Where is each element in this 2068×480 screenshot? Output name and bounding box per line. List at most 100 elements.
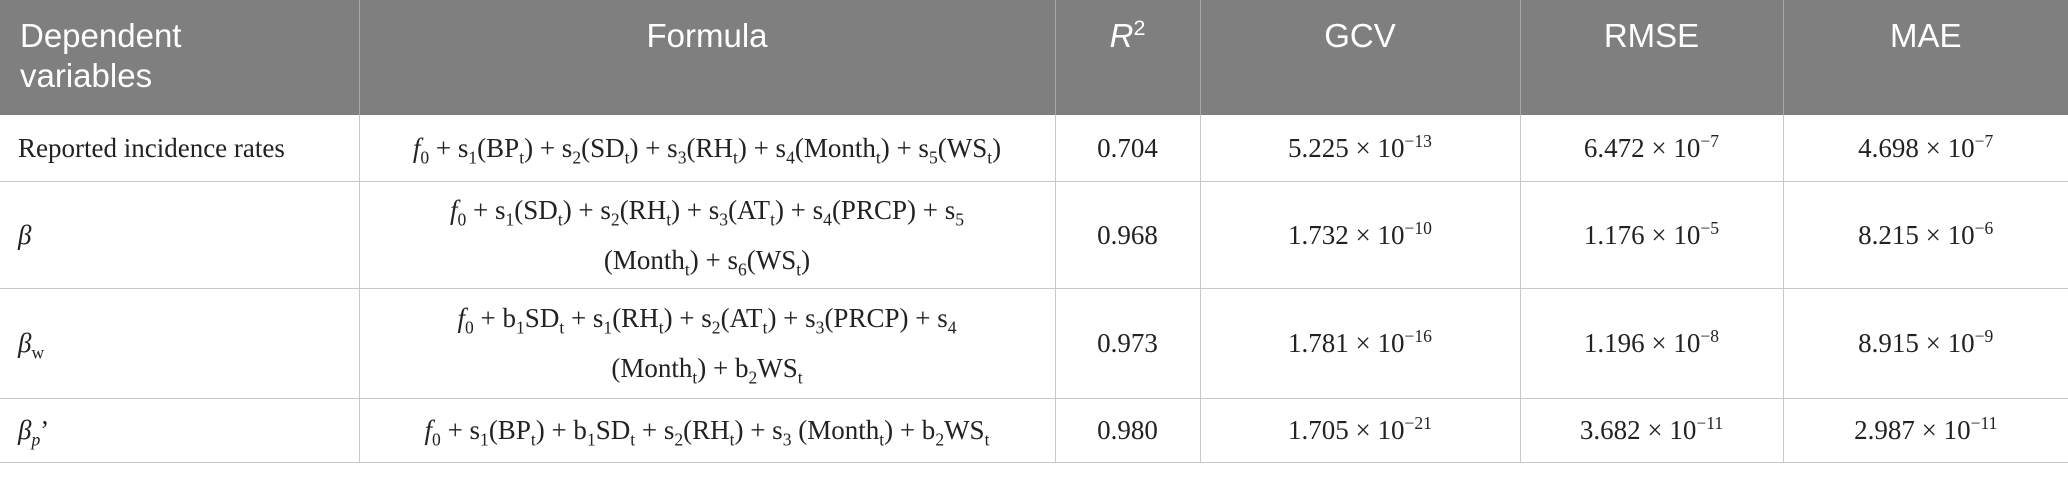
cell-line: 0.968: [1074, 210, 1182, 260]
subscript: t: [987, 147, 993, 168]
subscript: t: [732, 147, 738, 168]
subscript: t: [530, 429, 536, 450]
cell-line: 2.987 × 10−11: [1802, 405, 2051, 455]
subscript: 3: [719, 208, 729, 229]
table-cell: Reported incidence rates: [0, 115, 360, 182]
subscript: 4: [823, 208, 832, 229]
text: variables: [20, 57, 153, 94]
subscript: 4: [947, 317, 957, 338]
subscript: 1: [516, 317, 525, 338]
header-cell: RMSE: [1520, 0, 1784, 115]
text: ) + s: [663, 303, 712, 333]
table-row: βp’ f0 + s1(BPt) + b1SDt + s2(RHt) + s3 (…: [0, 398, 2068, 463]
table-body: Reported incidence rates f0 + s1(BPt) + s…: [0, 115, 2068, 463]
table-cell: 1.705 × 10−21: [1199, 398, 1521, 463]
table-cell: 1.196 × 10−8: [1519, 288, 1784, 399]
subscript: w: [31, 342, 45, 363]
subscript: t: [658, 317, 664, 338]
table-cell: 1.732 × 10−10: [1199, 181, 1521, 289]
text: (Month: [794, 132, 876, 163]
text: 4.698 × 10: [1858, 132, 1975, 163]
table-cell: 3.682 × 10−11: [1519, 398, 1784, 463]
text: + s: [466, 194, 506, 225]
subscript: 3: [782, 429, 792, 450]
text: Reported incidence rates: [18, 132, 285, 163]
superscript: −10: [1404, 217, 1432, 238]
italic-text: R: [1109, 17, 1134, 54]
table-cell: β: [0, 181, 360, 289]
text: ) + s: [671, 194, 720, 225]
text: (Month: [611, 353, 693, 383]
superscript: −11: [1970, 413, 1998, 433]
table-cell: 1.176 × 10−5: [1519, 181, 1784, 289]
text: ) + s: [689, 244, 738, 275]
text: ) + b: [697, 353, 749, 383]
italic-text: β: [18, 219, 32, 250]
header-cell: R2: [1055, 0, 1201, 115]
text: (RH: [619, 194, 667, 225]
text: 1.781 × 10: [1288, 328, 1405, 358]
cell-line: f0 + b1SDt + s1(RHt) + s2(ATt) + s3(PRCP…: [378, 293, 1037, 343]
table-cell: 0.980: [1054, 398, 1201, 463]
text: ): [801, 244, 811, 275]
cell-line: 4.698 × 10−7: [1802, 123, 2051, 173]
subscript: t: [519, 147, 525, 168]
italic-text: β: [18, 415, 32, 445]
subscript: t: [624, 147, 630, 168]
text: (SD: [581, 132, 625, 163]
text: ) + s: [562, 194, 611, 225]
text: 5.225 × 10: [1288, 132, 1405, 163]
cell-line: f0 + s1(SDt) + s2(RHt) + s3(ATt) + s4(PR…: [378, 185, 1037, 235]
header-cell: Formula: [359, 0, 1056, 115]
subscript: p: [31, 429, 41, 450]
table-cell: f0 + s1(BPt) + s2(SDt) + s3(RHt) + s4(Mo…: [358, 115, 1056, 182]
superscript: −5: [1700, 217, 1720, 238]
cell-line: variables: [20, 56, 339, 96]
cell-line: 8.215 × 10−6: [1802, 210, 2051, 260]
cell-line: 1.176 × 10−5: [1539, 210, 1765, 260]
text: 0.973: [1097, 328, 1158, 358]
text: 1.732 × 10: [1288, 219, 1405, 250]
text: + s: [635, 415, 675, 445]
subscript: 2: [572, 147, 582, 168]
subscript: t: [729, 429, 735, 450]
subscript: 0: [432, 429, 441, 450]
subscript: t: [797, 367, 803, 388]
superscript: −11: [1696, 413, 1724, 433]
cell-line: RMSE: [1541, 16, 1763, 56]
table-row: β f0 + s1(SDt) + s2(RHt) + s3(ATt) + s4(P…: [0, 181, 2068, 289]
text: ) + s: [767, 303, 816, 333]
text: 1.196 × 10: [1583, 328, 1701, 358]
table-cell: 0.704: [1054, 115, 1201, 182]
cell-line: GCV: [1221, 16, 1500, 56]
cell-line: MAE: [1804, 16, 2049, 56]
text: 1.705 × 10: [1288, 415, 1405, 445]
superscript: −21: [1404, 413, 1432, 433]
text: 0.980: [1097, 415, 1158, 445]
subscript: 0: [457, 208, 467, 229]
text: (SD: [514, 194, 558, 225]
text: ’: [40, 415, 50, 445]
text: 6.472 × 10: [1583, 132, 1701, 163]
subscript: 2: [674, 429, 684, 450]
subscript: 2: [711, 317, 721, 338]
superscript: −9: [1974, 326, 1994, 346]
text: ) + s: [774, 194, 824, 225]
table-cell: f0 + b1SDt + s1(RHt) + s2(ATt) + s3(PRCP…: [358, 288, 1056, 399]
text: WS: [944, 415, 985, 445]
text: MAE: [1889, 17, 1962, 54]
text: ) + s: [524, 132, 573, 163]
subscript: 0: [420, 147, 430, 168]
text: ): [992, 132, 1002, 163]
text: ) + s: [734, 415, 783, 445]
subscript: 3: [815, 317, 825, 338]
text: (Month: [791, 415, 880, 445]
subscript: 5: [955, 208, 964, 229]
cell-line: 0.704: [1074, 123, 1182, 173]
text: ) + s: [737, 132, 787, 163]
subscript: 3: [677, 147, 687, 168]
cell-line: f0 + s1(BPt) + b1SDt + s2(RHt) + s3 (Mon…: [378, 405, 1037, 455]
subscript: t: [875, 147, 881, 168]
text: 8.215 × 10: [1858, 219, 1975, 250]
